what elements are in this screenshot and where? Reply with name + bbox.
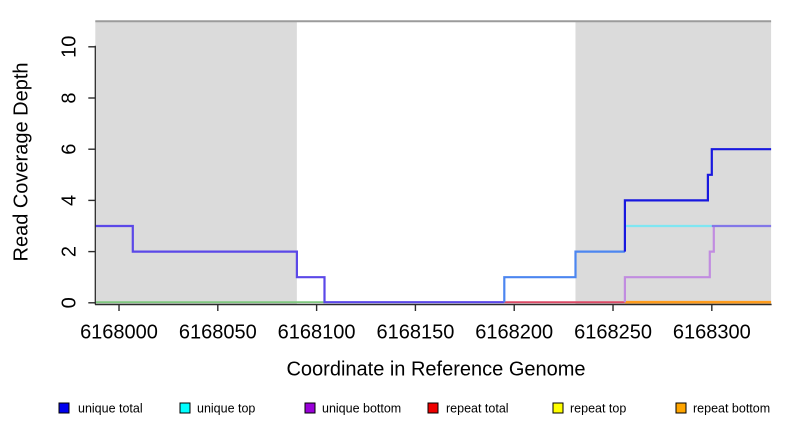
y-tick-label: 10 xyxy=(58,36,80,58)
unique-total-right-line xyxy=(623,148,772,252)
unique-steps-left-line xyxy=(95,224,505,304)
x-tick-label: 6168200 xyxy=(475,322,553,344)
legend-label-unique-bottom: unique bottom xyxy=(322,402,401,416)
x-axis: 6168000 6168050 6168100 6168150 6168200 61682… xyxy=(80,303,772,344)
legend-swatch-unique-bottom xyxy=(304,402,316,414)
shaded-regions xyxy=(95,21,772,305)
legend-label-unique-top: unique top xyxy=(197,402,255,416)
y-axis-title: Read Coverage Depth xyxy=(11,62,33,261)
legend-swatch-repeat-total xyxy=(427,402,439,414)
x-tick-label: 6168050 xyxy=(179,322,257,344)
y-tick-label: 0 xyxy=(58,297,80,308)
legend-label-repeat-top: repeat top xyxy=(570,402,626,416)
x-tick-label: 6168250 xyxy=(574,322,652,344)
x-tick-label: 6168300 xyxy=(673,322,751,344)
x-tick-label: 6168100 xyxy=(278,322,356,344)
x-axis-title: Coordinate in Reference Genome xyxy=(286,359,585,381)
x-tick-label: 6168150 xyxy=(376,322,454,344)
series-lines xyxy=(95,148,772,304)
legend-swatch-repeat-top xyxy=(552,402,564,414)
unique-steps-mid-line xyxy=(503,250,625,303)
y-tick-label: 2 xyxy=(58,246,80,257)
legend-label-repeat-total: repeat total xyxy=(446,402,509,416)
y-tick-label: 4 xyxy=(58,195,80,206)
unique-bottom-lilac-line xyxy=(623,226,715,303)
legend: unique total unique top unique bottom repea… xyxy=(58,402,770,416)
legend-swatch-unique-total xyxy=(58,402,70,414)
legend-label-unique-total: unique total xyxy=(78,402,143,416)
repeat-masked-region-right xyxy=(575,21,772,305)
repeat-masked-region-left xyxy=(95,21,297,305)
x-tick-label: 6168000 xyxy=(80,322,158,344)
y-tick-label: 8 xyxy=(58,92,80,103)
legend-label-repeat-bottom: repeat bottom xyxy=(693,402,770,416)
legend-swatch-repeat-bottom xyxy=(675,402,687,414)
y-axis: 0 2 4 6 8 10 xyxy=(58,36,96,308)
y-tick-label: 6 xyxy=(58,144,80,155)
legend-swatch-unique-top xyxy=(179,402,191,414)
